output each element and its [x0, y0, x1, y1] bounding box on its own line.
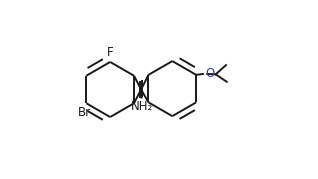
Text: NH₂: NH₂	[131, 100, 153, 113]
Text: Br: Br	[78, 107, 91, 119]
Text: F: F	[107, 46, 114, 59]
Text: O: O	[205, 67, 214, 80]
